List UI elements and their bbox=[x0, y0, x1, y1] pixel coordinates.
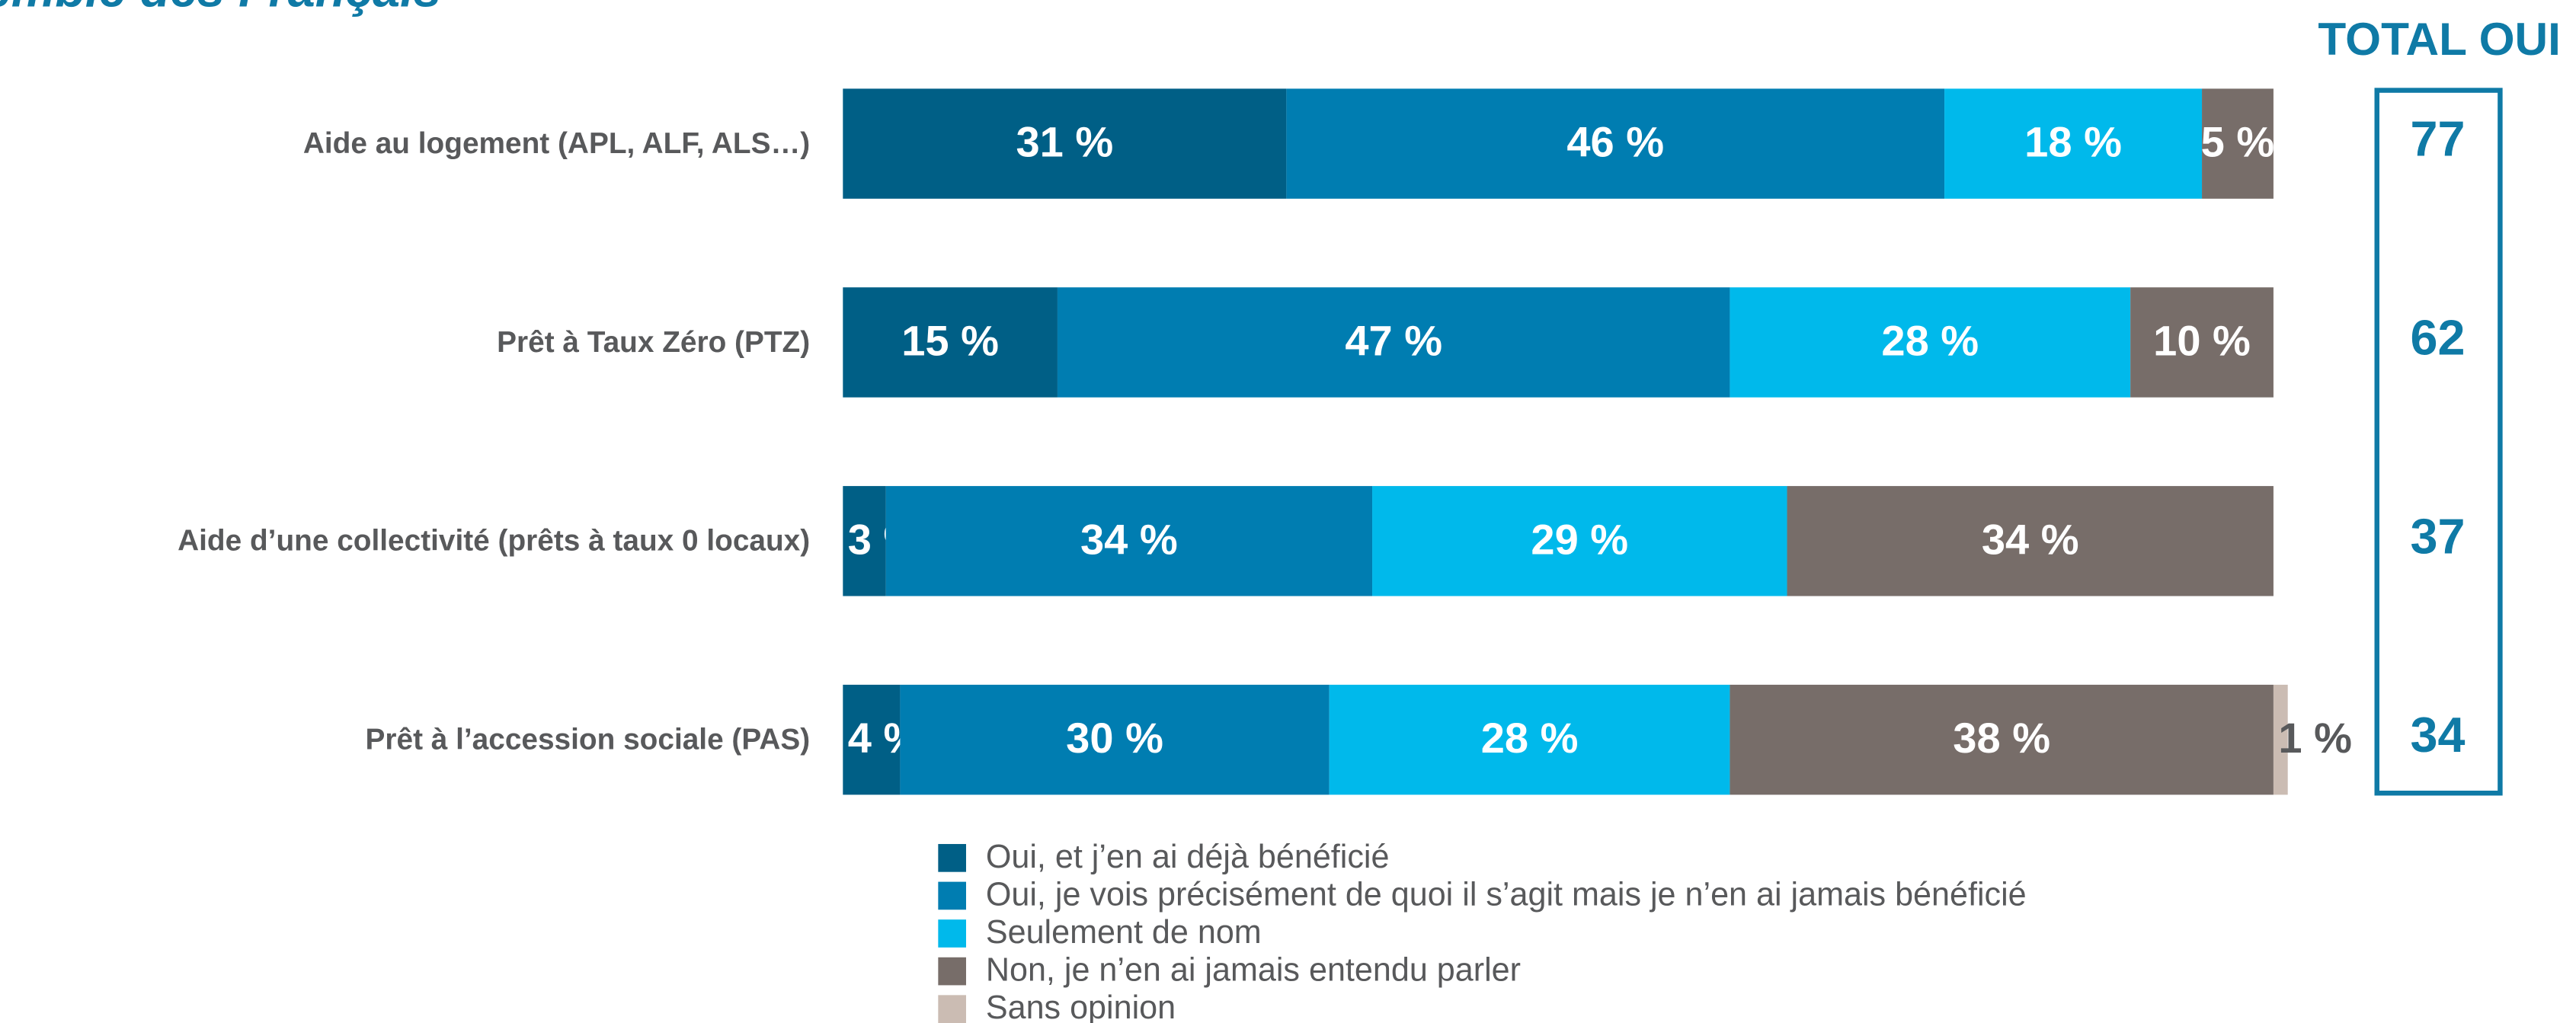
data-label: 30 % bbox=[1066, 714, 1163, 762]
data-label: 10 % bbox=[2153, 316, 2251, 364]
bar-segment bbox=[1944, 88, 2203, 199]
total-value: 37 bbox=[2411, 508, 2466, 564]
bar-segment bbox=[1372, 486, 1787, 596]
bar-segment bbox=[2202, 88, 2274, 199]
legend-swatch bbox=[938, 957, 966, 986]
bar-segment bbox=[1286, 88, 1945, 199]
bar-segment bbox=[843, 684, 901, 795]
legend-swatch bbox=[938, 881, 966, 910]
total-value: 77 bbox=[2411, 111, 2466, 167]
chart-title: emble des Français bbox=[0, 0, 441, 17]
legend-swatch bbox=[938, 844, 966, 872]
data-label: 34 % bbox=[1982, 515, 2079, 563]
bar-segment bbox=[1730, 287, 2131, 398]
data-label: 34 % bbox=[1080, 515, 1178, 563]
data-label: 5 % bbox=[2201, 118, 2275, 166]
legend-label: Non, je n’en ai jamais entendu parler bbox=[986, 952, 1521, 989]
bar-segment bbox=[1787, 486, 2274, 596]
category-label: Prêt à Taux Zéro (PTZ) bbox=[497, 326, 810, 359]
legend-label: Oui, et j’en ai déjà bénéficié bbox=[986, 839, 1390, 875]
data-label: 46 % bbox=[1566, 118, 1664, 166]
data-label: 47 % bbox=[1345, 316, 1442, 364]
bar-segment bbox=[2273, 684, 2288, 795]
totals-box bbox=[2374, 88, 2503, 796]
legend-swatch bbox=[938, 919, 966, 948]
bar-segment bbox=[843, 486, 886, 596]
data-label: 1 % bbox=[2278, 714, 2352, 762]
data-label: 28 % bbox=[1481, 714, 1579, 762]
data-label: 15 % bbox=[901, 316, 999, 364]
legend-label: Seulement de nom bbox=[986, 914, 1262, 951]
bar-segment bbox=[1730, 684, 2274, 795]
data-label: 29 % bbox=[1531, 515, 1628, 563]
legend-label: Oui, je vois précisément de quoi il s’ag… bbox=[986, 876, 2027, 913]
bar-segment bbox=[900, 684, 1330, 795]
bar-segment bbox=[885, 486, 1373, 596]
total-value: 34 bbox=[2411, 707, 2466, 762]
bar-segment bbox=[843, 88, 1287, 199]
bar-segment bbox=[2130, 287, 2274, 398]
total-value: 62 bbox=[2411, 309, 2466, 365]
category-label: Aide d’une collectivité (prêts à taux 0 … bbox=[178, 525, 810, 558]
totals-title: TOTAL OUI bbox=[2318, 13, 2560, 65]
bar-segment bbox=[843, 287, 1058, 398]
legend-label: Sans opinion bbox=[986, 989, 1176, 1023]
data-label: 18 % bbox=[2024, 118, 2122, 166]
bar-segment bbox=[1057, 287, 1730, 398]
category-label: Prêt à l’accession sociale (PAS) bbox=[366, 724, 811, 756]
data-label: 31 % bbox=[1016, 118, 1113, 166]
data-label: 28 % bbox=[1881, 316, 1979, 364]
bar-segment bbox=[1329, 684, 1730, 795]
legend-swatch bbox=[938, 995, 966, 1023]
category-label: Aide au logement (APL, ALF, ALS…) bbox=[303, 127, 810, 160]
data-label: 38 % bbox=[1953, 714, 2050, 762]
